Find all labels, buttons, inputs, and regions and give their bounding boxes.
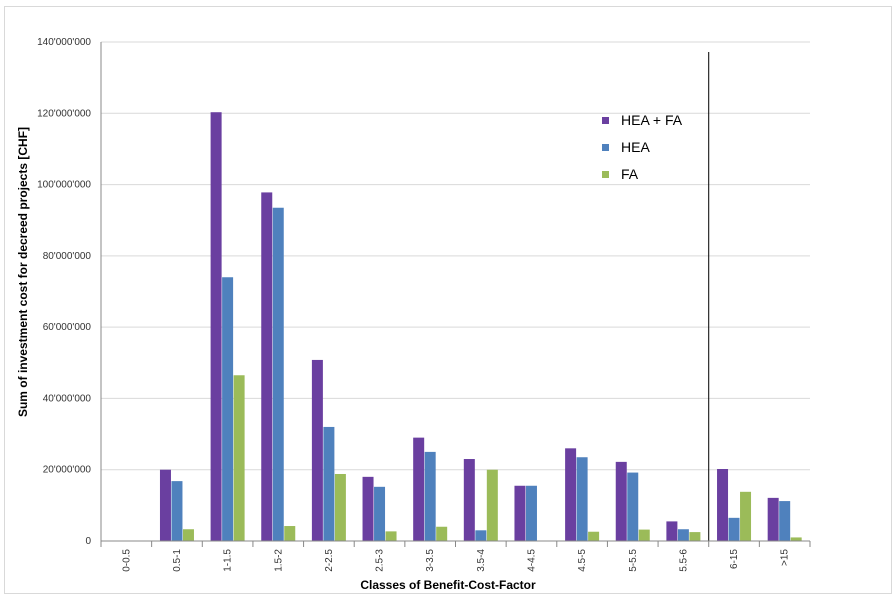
bar [740, 491, 752, 541]
bar [790, 537, 802, 541]
x-tick-label: 0-0.5 [121, 549, 132, 572]
bar [475, 530, 487, 541]
bar [689, 532, 701, 541]
x-tick-label: 5-5.5 [628, 549, 639, 572]
y-tick-label: 80'000'000 [43, 251, 92, 262]
legend: HEA + FA HEA FA [602, 112, 683, 182]
x-tick-label: 4.5-5 [577, 549, 588, 572]
x-tick-label: 2.5-3 [375, 549, 386, 572]
bar [261, 192, 273, 542]
x-tick-label: 2-2.5 [324, 549, 335, 572]
bar [159, 469, 171, 541]
bar [210, 112, 222, 541]
bar [362, 476, 374, 541]
x-tick-label: 4-4.5 [526, 549, 537, 572]
x-tick-label: >15 [780, 549, 791, 566]
bar [627, 472, 639, 541]
bar [677, 529, 689, 541]
y-tick-label: 60'000'000 [43, 322, 92, 333]
x-tick-label: 0.5-1 [172, 549, 183, 572]
bar [486, 469, 498, 541]
bar [767, 497, 779, 541]
bar [233, 375, 245, 541]
bar [284, 526, 296, 541]
bar [182, 529, 194, 541]
x-tick-label: 1.5-2 [273, 549, 284, 572]
bar [323, 426, 335, 541]
bar [525, 485, 537, 541]
bar [424, 451, 436, 541]
legend-label: HEA + FA [621, 112, 683, 128]
bar [413, 437, 425, 541]
bar [222, 277, 234, 541]
y-axis-ticks: 0 20'000'000 40'000'000 60'000'000 80'000'00… [37, 37, 91, 547]
y-tick-label: 0 [85, 536, 91, 547]
legend-swatch [602, 117, 609, 124]
bar [728, 517, 740, 541]
x-tick-label: 3.5-4 [476, 549, 487, 572]
bar [171, 481, 183, 541]
legend-label: FA [621, 166, 639, 182]
bar [272, 207, 284, 541]
bar [463, 459, 475, 541]
bar [514, 485, 526, 541]
bar [638, 529, 650, 541]
gridlines [101, 41, 810, 542]
legend-label: HEA [621, 139, 650, 155]
y-tick-label: 100'000'000 [37, 180, 91, 191]
bar [779, 501, 791, 541]
y-tick-label: 120'000'000 [37, 108, 91, 119]
y-tick-label: 40'000'000 [43, 393, 92, 404]
x-tick-label: 1-1.5 [223, 549, 234, 572]
legend-swatch [602, 144, 609, 151]
y-axis-title: Sum of investment cost for decreed proje… [16, 127, 30, 417]
y-tick-label: 140'000'000 [37, 37, 91, 48]
x-tick-label: 3-3.5 [425, 549, 436, 572]
x-tick-label: 6-15 [729, 549, 740, 569]
bar [615, 461, 627, 541]
bar [385, 531, 397, 541]
y-tick-label: 20'000'000 [43, 465, 92, 476]
bar [565, 448, 577, 541]
x-tick-label: 5.5-6 [678, 549, 689, 572]
x-axis-title: Classes of Benefit-Cost-Factor [360, 578, 536, 592]
bar [311, 359, 323, 541]
bar [334, 473, 346, 541]
bar [588, 531, 600, 541]
legend-swatch [602, 171, 609, 178]
x-axis-ticks: 0-0.5 0.5-1 1-1.5 1.5-2 2-2.5 2.5-3 3-3.5 3.5-4… [100, 541, 811, 572]
bar [666, 521, 678, 541]
bar [576, 457, 588, 541]
bar [717, 469, 729, 541]
bars [159, 112, 802, 542]
bar [374, 486, 386, 541]
bar [436, 526, 448, 541]
